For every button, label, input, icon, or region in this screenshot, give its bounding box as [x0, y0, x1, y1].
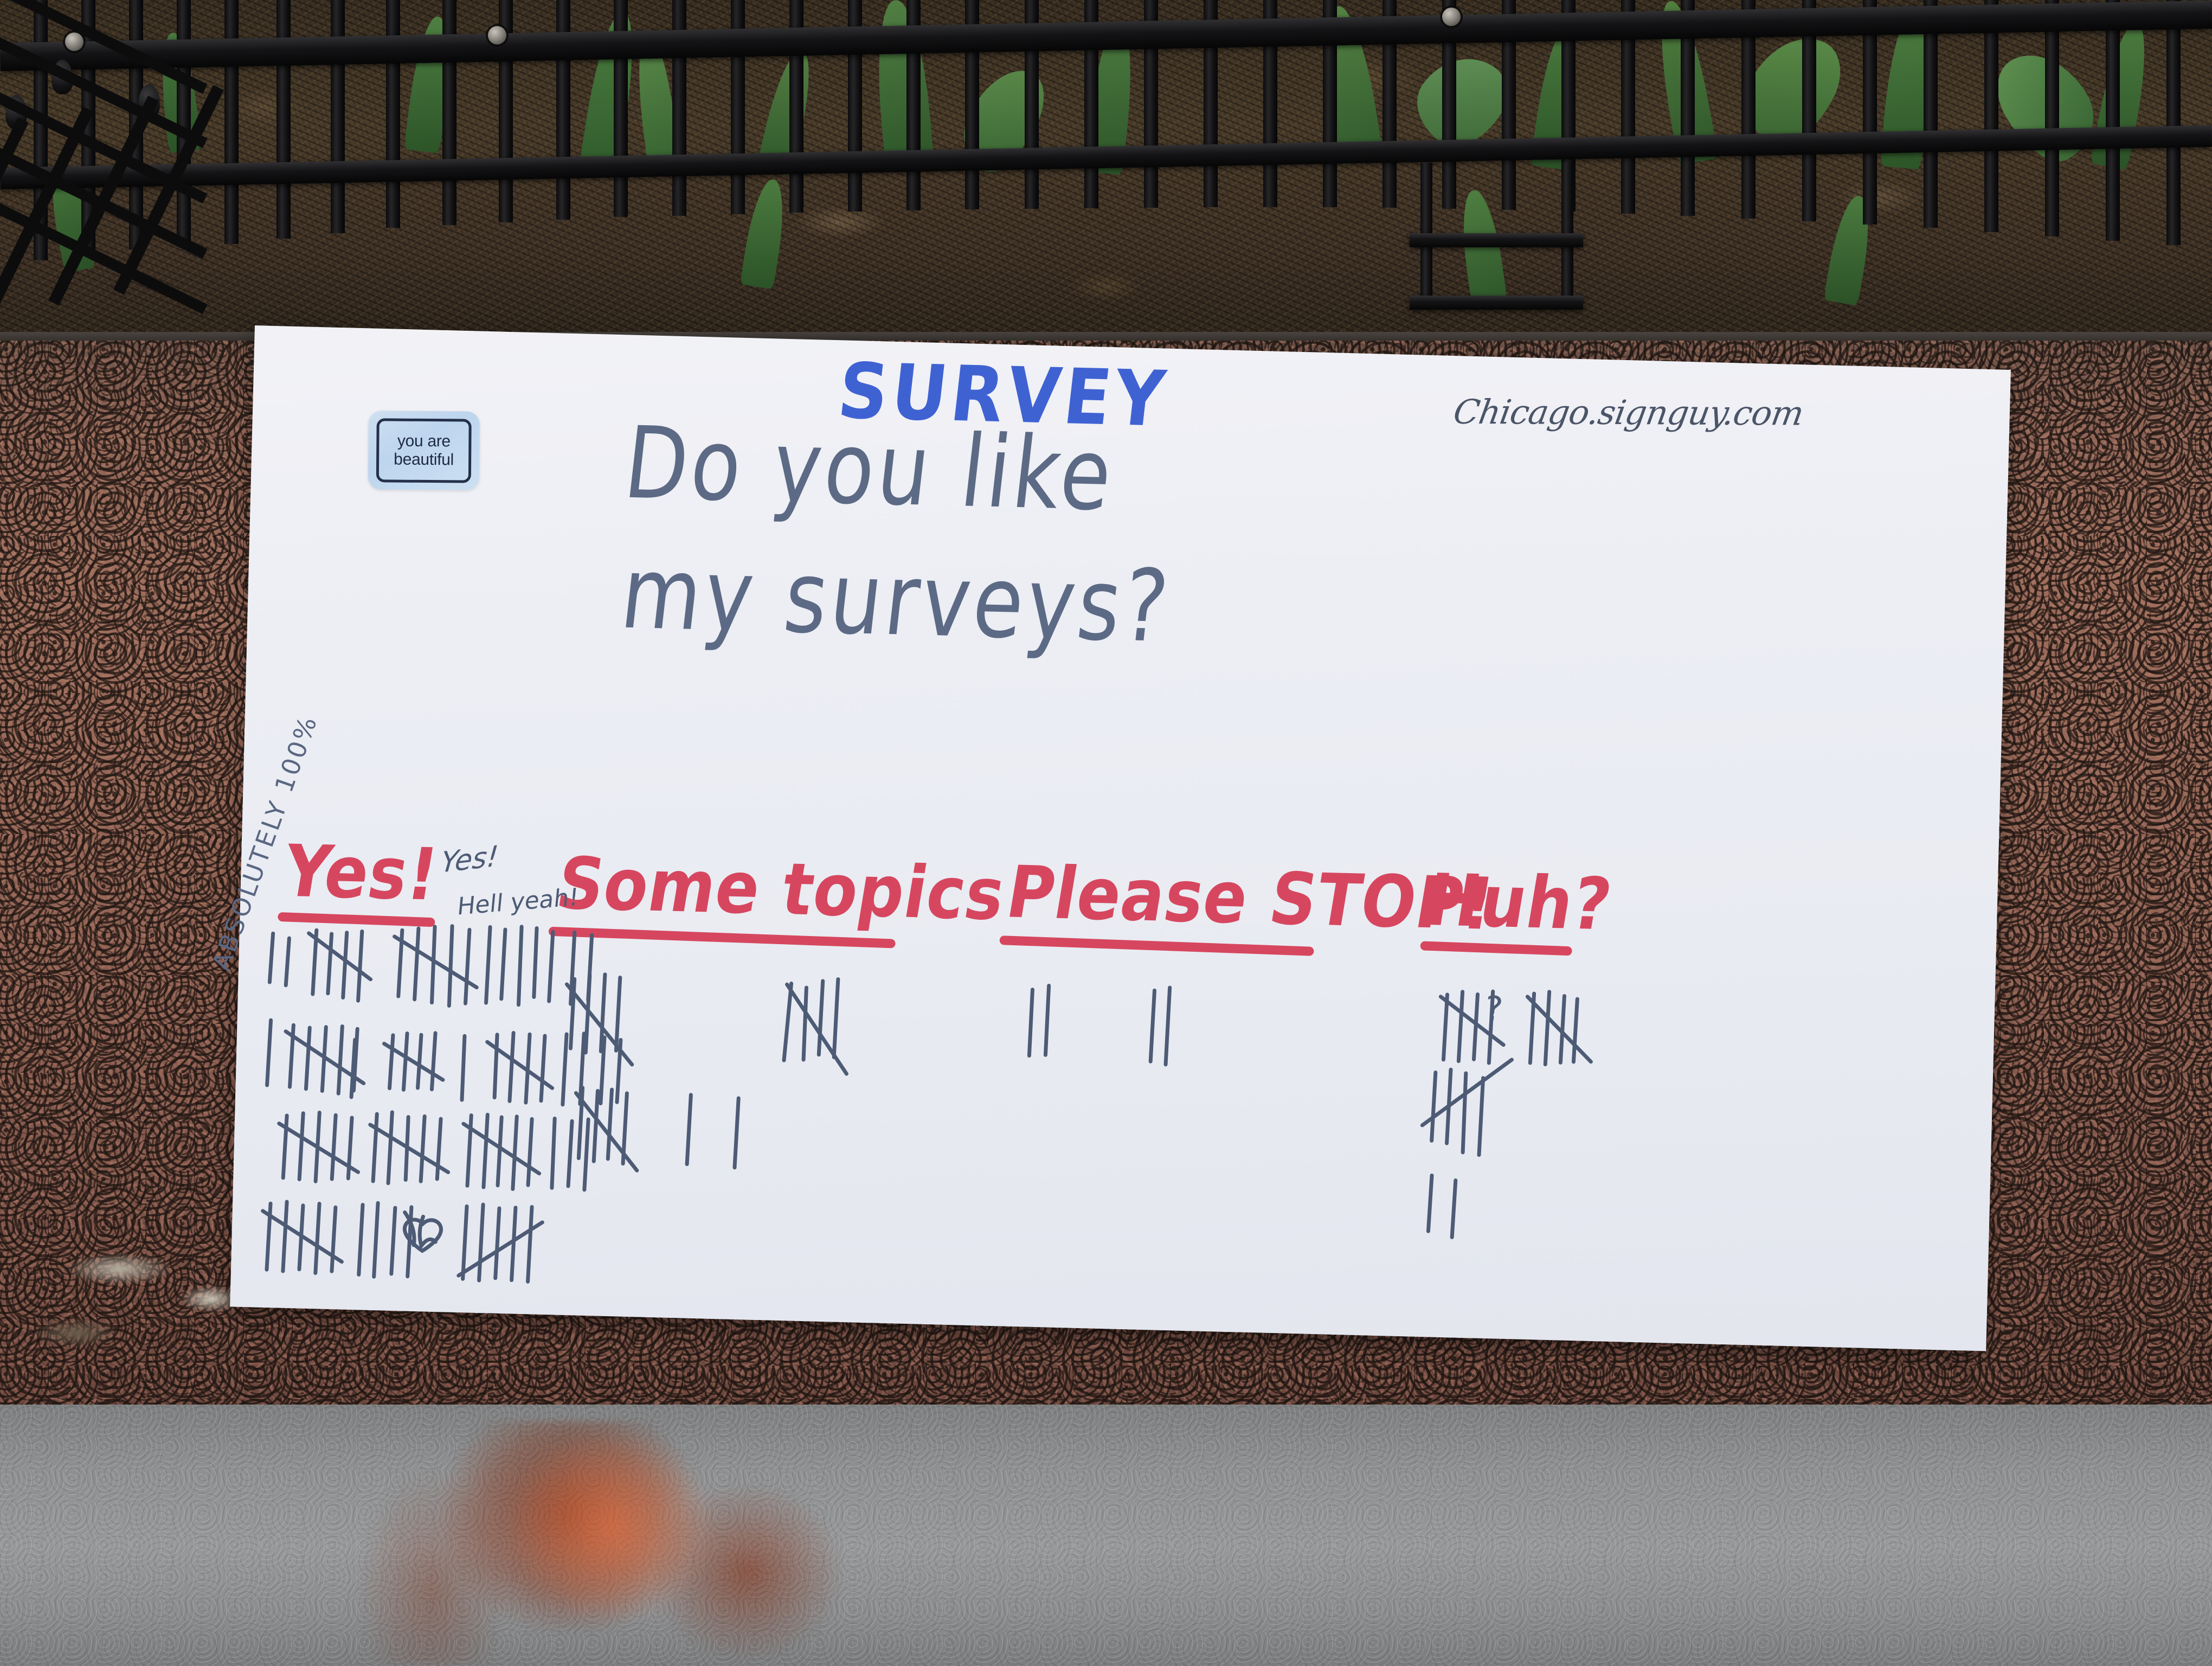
tally-group-yes: [261, 924, 623, 1284]
tally-marks-layer: [261, 924, 1593, 1284]
column-header-huh: Huh?: [1420, 858, 1618, 946]
annotation-question-mark: ?: [1483, 988, 1505, 1029]
fence-bolt: [65, 33, 83, 51]
tally-group-please-stop: [1027, 983, 1172, 1067]
fence-bolt: [488, 26, 506, 44]
column-label-huh: Huh?: [1420, 858, 1618, 946]
question-line-1: Do you like: [619, 406, 1121, 534]
heart-doodle: [402, 1218, 443, 1253]
fence-scrollwork: [0, 0, 224, 328]
website-credit: Chicago.signguy.com: [1450, 392, 1806, 433]
fence-bolt: [1442, 8, 1461, 26]
column-header-please-stop: Please STOP!: [1001, 850, 1500, 946]
column-label-some-topics: Some topics: [551, 841, 1012, 937]
question-line-2: my surveys?: [615, 536, 1177, 665]
sticker-line-1: you are: [397, 432, 451, 451]
sticker-inner-border: you are beautiful: [376, 418, 472, 483]
tally-group-some-topics: [564, 972, 848, 1172]
survey-sign-board: you are beautiful SURVEY Chicago.signguy…: [206, 325, 2011, 1351]
you-are-beautiful-sticker: you are beautiful: [368, 411, 480, 490]
sticker-line-2: beautiful: [394, 450, 454, 469]
orange-paint-mark-highlight: [325, 1432, 922, 1659]
column-header-some-topics: Some topics: [551, 841, 1011, 936]
column-header-yes: Yes!: [278, 829, 445, 917]
iron-fence: [0, 0, 2212, 358]
tally-group-huh: [1420, 989, 1593, 1239]
annotation-yes: Yes!: [439, 840, 500, 880]
column-label-yes: Yes!: [277, 829, 445, 917]
